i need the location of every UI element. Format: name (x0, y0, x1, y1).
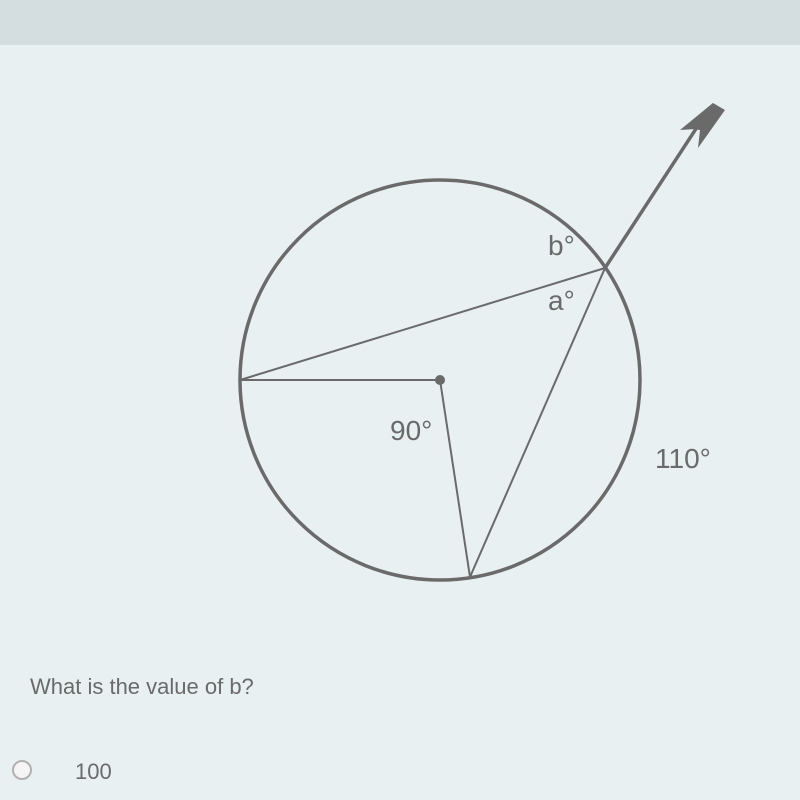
label-b: b° (548, 230, 575, 261)
question-text: What is the value of b? (30, 674, 254, 700)
label-ninety: 90° (390, 415, 432, 446)
answer-option-100[interactable] (12, 754, 32, 780)
top-bar (0, 0, 800, 45)
geometry-diagram: b° a° 90° 110° (150, 60, 750, 630)
option-label-100: 100 (75, 759, 112, 785)
radius-bottom (440, 380, 470, 577)
label-a: a° (548, 285, 575, 316)
arrowhead-icon-2 (680, 103, 713, 130)
radio-circle-icon[interactable] (12, 760, 32, 780)
label-one-ten: 110° (655, 443, 711, 474)
chord-topright-to-bottom (470, 268, 605, 577)
center-dot (435, 375, 445, 385)
tangent-ray (605, 115, 705, 268)
